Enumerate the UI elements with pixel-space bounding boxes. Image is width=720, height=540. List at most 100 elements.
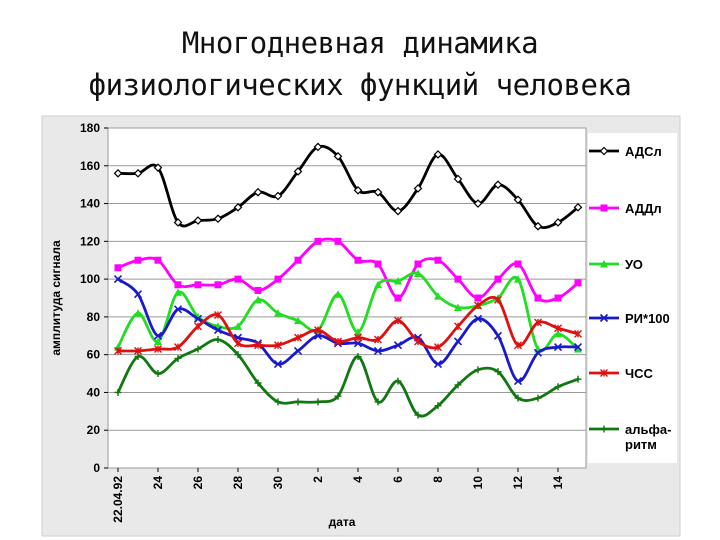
legend-label: АДСл	[625, 144, 662, 159]
data-point	[193, 314, 203, 323]
legend-entry-5: ЧСС	[589, 366, 654, 381]
data-point	[294, 398, 302, 406]
data-point	[513, 377, 523, 386]
data-point	[194, 322, 202, 331]
data-point	[454, 322, 462, 331]
data-point	[554, 383, 562, 391]
data-point	[213, 326, 223, 335]
data-point	[473, 199, 483, 208]
data-point	[434, 343, 442, 352]
data-point	[513, 195, 523, 205]
data-point	[354, 328, 362, 336]
data-point	[113, 275, 123, 284]
data-point	[514, 275, 522, 283]
data-point	[214, 311, 222, 319]
data-point	[573, 202, 583, 212]
data-point	[234, 351, 242, 359]
data-point	[414, 337, 422, 346]
data-point	[214, 336, 222, 344]
data-point	[154, 345, 162, 353]
data-point	[194, 281, 202, 289]
legend: АДСл АДДл УО РИ*100 ЧСС альфа-ритм	[589, 144, 671, 452]
data-point	[474, 366, 482, 374]
data-point	[293, 167, 303, 176]
y-tick-label: 0	[93, 461, 100, 475]
legend-entry-6: альфа-ритм	[589, 422, 671, 452]
data-point	[114, 346, 122, 355]
data-point	[453, 337, 463, 346]
data-point	[354, 333, 362, 342]
data-point	[514, 394, 522, 402]
x-tick-label: 24	[151, 476, 165, 490]
legend-entry-2: АДДл	[589, 201, 662, 216]
series-layer	[113, 142, 583, 419]
data-point	[534, 294, 542, 302]
data-point	[373, 346, 383, 355]
data-point	[154, 256, 162, 264]
y-tick-label: 160	[80, 159, 100, 173]
data-point	[213, 214, 223, 224]
data-point	[313, 331, 323, 340]
data-point	[334, 337, 342, 346]
data-point	[274, 275, 282, 283]
data-point	[374, 398, 382, 406]
data-point	[214, 281, 222, 289]
data-point	[154, 337, 162, 345]
data-point	[573, 343, 583, 352]
legend-label: альфа-	[625, 422, 671, 437]
data-point	[154, 370, 162, 378]
legend-marker	[600, 369, 608, 377]
data-point	[114, 264, 122, 272]
data-point	[194, 345, 202, 353]
legend-label: РИ*100	[625, 311, 670, 326]
data-point	[533, 221, 543, 231]
data-point	[353, 185, 363, 195]
data-point	[394, 377, 402, 385]
data-point	[554, 329, 562, 338]
data-point	[514, 341, 522, 350]
data-point	[274, 398, 282, 406]
data-point	[414, 411, 422, 419]
slide-title-line-1: Многодневная динамика	[181, 26, 539, 60]
slide-title: Многодневная динамика физиологических фу…	[0, 22, 720, 106]
data-point	[373, 187, 383, 197]
legend-entry-3: УО	[589, 257, 643, 272]
data-point	[434, 256, 442, 264]
legend-label: ритм	[625, 437, 657, 452]
x-tick-label: 30	[271, 476, 285, 490]
legend-entry-1: АДСл	[589, 144, 662, 159]
data-point	[454, 303, 462, 311]
data-point	[294, 256, 302, 264]
x-tick-label: 4	[351, 476, 365, 483]
data-point	[374, 280, 382, 289]
data-point	[274, 309, 282, 317]
legend-entry-4: РИ*100	[589, 311, 670, 326]
data-point	[354, 353, 362, 361]
data-point	[574, 345, 582, 353]
series-5	[114, 295, 582, 355]
legend-label: АДДл	[625, 201, 662, 216]
data-point	[554, 324, 562, 333]
data-point	[414, 260, 422, 268]
data-point	[433, 150, 443, 159]
y-tick-label: 60	[87, 348, 101, 362]
legend-label: ЧСС	[625, 366, 654, 381]
x-tick-label: 12	[511, 476, 525, 490]
data-point	[313, 142, 323, 152]
data-point	[473, 314, 483, 323]
x-tick-label: 6	[391, 476, 405, 483]
data-point	[394, 277, 402, 285]
data-point	[534, 318, 542, 327]
data-point	[334, 392, 342, 400]
data-point	[193, 216, 203, 225]
data-point	[333, 151, 343, 161]
data-point	[274, 341, 282, 350]
series-4	[113, 275, 583, 386]
data-point	[474, 294, 482, 302]
data-point	[133, 290, 143, 299]
data-point	[273, 191, 283, 201]
data-point	[234, 275, 242, 283]
data-point	[454, 381, 462, 389]
